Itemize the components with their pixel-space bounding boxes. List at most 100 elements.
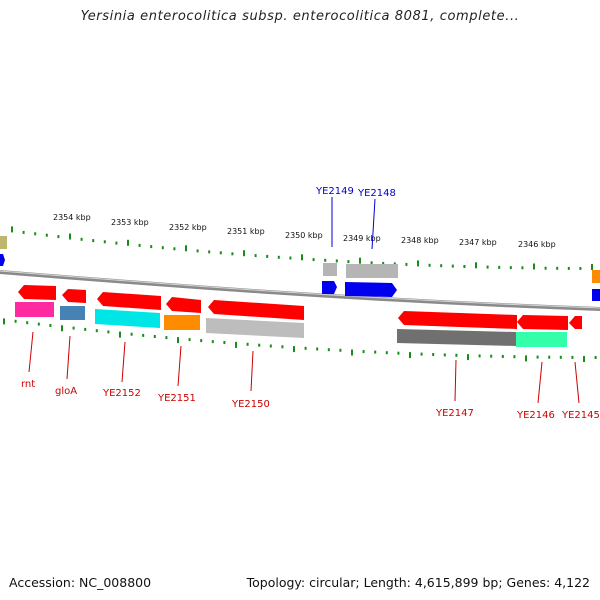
tick-label-2352: 2352 kbp	[169, 223, 207, 232]
ruler-minor-tick	[432, 353, 435, 356]
ruler-minor-tick	[49, 324, 52, 327]
product-gray-ye2149	[323, 263, 337, 276]
ruler-minor-tick	[509, 266, 512, 270]
ruler-major-tick	[61, 325, 63, 332]
ruler-major-tick	[185, 245, 187, 252]
ruler-minor-tick	[594, 356, 597, 359]
label-ye2149: YE2149	[315, 186, 354, 197]
label-ye2150: YE2150	[231, 399, 270, 410]
label-ye2145: YE2145	[561, 410, 600, 421]
ruler-major-tick	[351, 349, 353, 356]
ruler-major-tick	[409, 352, 411, 359]
ruler-minor-tick	[498, 265, 501, 269]
ruler-minor-tick	[339, 348, 342, 352]
gene-labels-top: YE2149 YE2148	[315, 186, 396, 199]
ruler-minor-tick	[327, 348, 330, 352]
ruler-lower	[3, 318, 597, 362]
ruler-minor-tick	[161, 246, 164, 250]
ruler-major-tick	[359, 257, 361, 264]
ruler-minor-tick	[536, 355, 539, 359]
tick-label-2348: 2348 kbp	[401, 236, 439, 245]
ruler-major-tick	[293, 346, 295, 353]
cds-ye2147-arrow[interactable]	[398, 311, 517, 329]
cds-ye2151-arrow[interactable]	[166, 297, 201, 313]
ruler-minor-tick	[455, 353, 458, 357]
ruler-minor-tick	[277, 255, 280, 259]
ruler-minor-tick	[57, 235, 60, 239]
ruler-minor-tick	[304, 346, 307, 350]
ruler-minor-tick	[281, 345, 284, 349]
ruler-minor-tick	[254, 254, 257, 258]
ruler-major-tick	[119, 331, 121, 338]
ruler-minor-tick	[382, 261, 385, 265]
label-ye2151: YE2151	[157, 393, 196, 404]
ruler-major-tick	[583, 356, 585, 362]
ruler-minor-tick	[103, 240, 106, 244]
genome-backbone	[0, 270, 600, 311]
ruler-minor-tick	[22, 230, 25, 234]
ruler-major-tick	[475, 262, 477, 269]
ruler-minor-tick	[34, 232, 37, 236]
ruler-minor-tick	[324, 258, 327, 262]
ruler-minor-tick	[521, 266, 524, 270]
ruler-minor-tick	[544, 266, 547, 270]
product-magenta-rnt	[15, 302, 54, 317]
ruler-minor-tick	[335, 259, 338, 263]
accession-text: Accession: NC_008800	[9, 575, 152, 590]
ruler-minor-tick	[269, 344, 272, 348]
ruler-minor-tick	[142, 333, 145, 337]
ruler-minor-tick	[559, 355, 562, 359]
ruler-minor-tick	[501, 355, 504, 358]
product-gray-ye2150	[206, 318, 304, 338]
ruler-minor-tick	[266, 254, 269, 258]
product-gray-ye2148	[346, 264, 398, 278]
ruler-major-tick	[3, 318, 5, 325]
label-lines-bottom	[28, 331, 580, 404]
cds-ye2152-arrow[interactable]	[97, 292, 161, 310]
ruler-minor-tick	[219, 251, 222, 255]
ruler-minor-tick	[362, 350, 365, 354]
ruler-minor-tick	[200, 339, 203, 343]
ruler-minor-tick	[188, 338, 191, 342]
ruler-minor-tick	[208, 250, 211, 254]
ruler-upper	[11, 226, 593, 270]
cds-ye2150-arrow[interactable]	[208, 300, 304, 320]
ruler-minor-tick	[223, 341, 226, 344]
label-gloa: gloA	[55, 386, 77, 397]
cds-ye2146-arrow[interactable]	[517, 315, 568, 330]
forward-gene-partial-left	[0, 254, 5, 266]
ruler-minor-tick	[312, 258, 315, 262]
gene-ye2149-arrow[interactable]	[322, 281, 337, 294]
ruler-minor-tick	[130, 332, 133, 336]
ruler-minor-tick	[405, 262, 408, 266]
ruler-minor-tick	[463, 265, 466, 268]
ruler-major-tick	[243, 250, 245, 257]
cds-rnt-arrow[interactable]	[18, 285, 56, 300]
ruler-minor-tick	[393, 262, 396, 266]
ruler-minor-tick	[26, 321, 29, 325]
ruler-minor-tick	[490, 354, 493, 358]
tick-label-2354: 2354 kbp	[53, 213, 91, 222]
gene-ye2148-arrow[interactable]	[345, 282, 397, 297]
kbp-tick-labels: 2354 kbp 2353 kbp 2352 kbp 2351 kbp 2350…	[53, 213, 556, 249]
product-mint-ye2146	[516, 332, 567, 347]
ruler-minor-tick	[173, 247, 176, 251]
tick-label-2353: 2353 kbp	[111, 218, 149, 227]
ruler-minor-tick	[84, 327, 87, 331]
ruler-minor-tick	[548, 355, 551, 359]
ruler-minor-tick	[150, 245, 153, 249]
ruler-minor-tick	[556, 266, 559, 270]
cds-gloa-arrow[interactable]	[62, 289, 86, 303]
ruler-minor-tick	[92, 239, 95, 243]
cds-ye2145-arrow[interactable]	[569, 316, 582, 329]
tick-label-2349: 2349 kbp	[343, 234, 381, 243]
forward-gene-partial-right	[592, 289, 600, 301]
ruler-minor-tick	[370, 261, 373, 265]
ruler-minor-tick	[211, 340, 214, 344]
ruler-major-tick	[591, 264, 593, 270]
feature-olive-partial	[0, 236, 7, 249]
ruler-minor-tick	[347, 260, 350, 264]
ruler-minor-tick	[478, 354, 481, 358]
ruler-minor-tick	[289, 256, 292, 260]
